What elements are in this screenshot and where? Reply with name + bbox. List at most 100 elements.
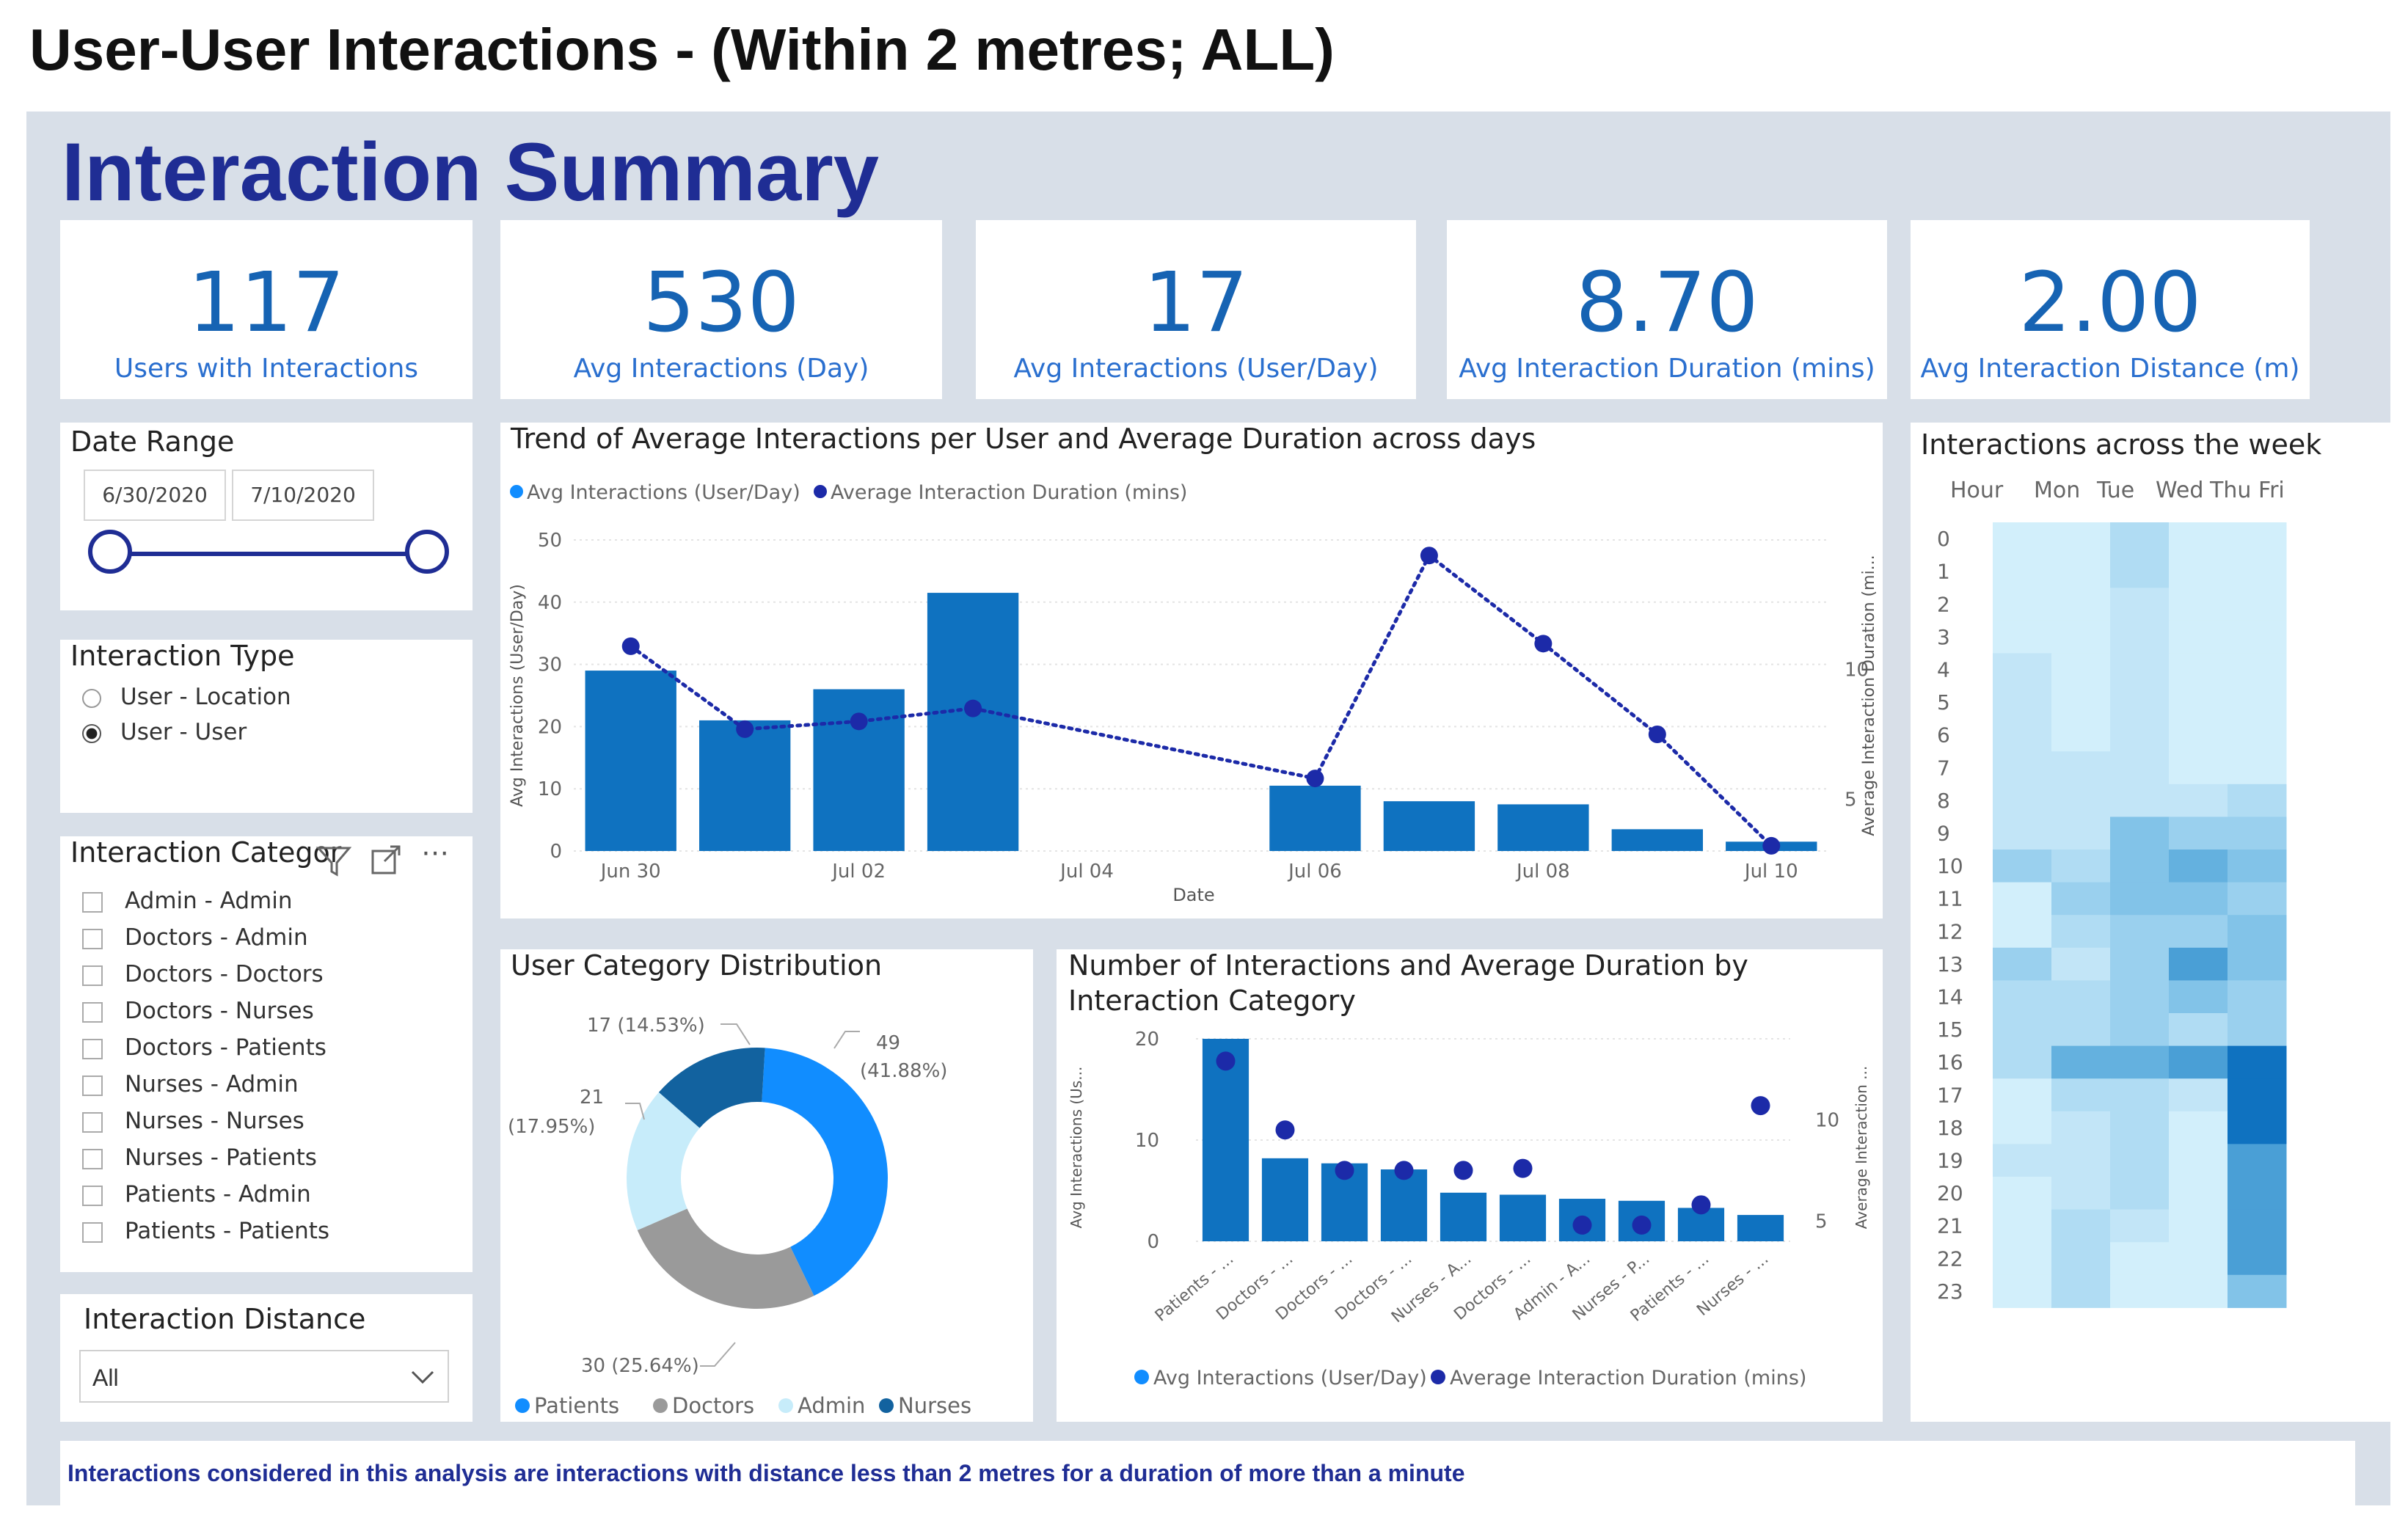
heatmap-cell	[1993, 751, 2052, 785]
category-label: Doctors - Nurses	[125, 998, 314, 1024]
heatmap-cell	[2051, 882, 2111, 916]
duration-point	[964, 699, 982, 717]
checkbox[interactable]	[82, 1221, 103, 1243]
focus-mode-icon[interactable]	[368, 844, 405, 877]
y-tick-label: 0	[1147, 1231, 1159, 1253]
heatmap-cell	[2051, 1177, 2111, 1210]
chart-title: Trend of Average Interactions per User a…	[511, 423, 1536, 455]
category-option[interactable]: Doctors - Nurses	[82, 998, 314, 1024]
x-tick-label: Jul 02	[831, 861, 886, 883]
category-option[interactable]: Nurses - Patients	[82, 1144, 317, 1171]
more-options-icon[interactable]: ⋯	[421, 838, 449, 869]
trend-bar	[585, 671, 676, 851]
slice-label: (17.95%)	[508, 1116, 595, 1138]
category-option[interactable]: Doctors - Admin	[82, 924, 308, 951]
chevron-down-icon	[411, 1370, 434, 1384]
heatmap-cell	[2169, 850, 2228, 883]
category-option[interactable]: Patients - Patients	[82, 1218, 329, 1244]
row-label: 11	[1937, 887, 1963, 911]
start-date-input[interactable]: 6/30/2020	[84, 470, 226, 521]
heatmap-cell	[2169, 653, 2228, 687]
heatmap-cell	[2169, 947, 2228, 981]
duration-point	[1453, 1161, 1473, 1180]
checkbox[interactable]	[82, 965, 103, 986]
heatmap-cell	[2110, 1177, 2170, 1210]
duration-point	[1751, 1096, 1770, 1116]
checkbox[interactable]	[82, 1038, 103, 1059]
legend-label: Patients	[534, 1393, 619, 1418]
heatmap-cell	[2228, 686, 2287, 720]
category-option[interactable]: Patients - Admin	[82, 1181, 311, 1208]
heatmap-cell	[2051, 1274, 2111, 1308]
slicer-title: Interaction Type	[70, 640, 295, 672]
heatmap-cell	[2110, 620, 2170, 654]
column-header: Tue	[2096, 478, 2134, 503]
y2-tick-label: 5	[1815, 1210, 1828, 1232]
checkbox[interactable]	[82, 1111, 103, 1133]
heatmap-cell	[2110, 784, 2170, 817]
radio-user-user[interactable]: User - User	[82, 719, 247, 745]
donut-slice	[627, 1092, 700, 1230]
interaction-distance-slicer: Interaction Distance All	[60, 1294, 473, 1422]
kpi-value: 117	[188, 255, 345, 351]
duration-point	[1306, 770, 1324, 788]
duration-point	[1275, 1120, 1295, 1140]
category-label: Nurses - Nurses	[125, 1108, 304, 1134]
duration-point	[1534, 635, 1553, 653]
row-label: 0	[1937, 527, 1950, 551]
heatmap-cell	[2051, 522, 2111, 556]
heatmap-cell	[2051, 1209, 2111, 1243]
heatmap-cell	[2169, 882, 2228, 916]
y-tick-label: 10	[1135, 1130, 1159, 1152]
heatmap-cell	[1993, 784, 2052, 817]
category-bar	[1380, 1169, 1428, 1241]
slider-start-handle[interactable]	[88, 530, 132, 574]
radio-user-location[interactable]: User - Location	[82, 684, 291, 710]
category-option[interactable]: Nurses - Nurses	[82, 1108, 304, 1134]
checkbox[interactable]	[82, 1185, 103, 1206]
category-bar	[1737, 1215, 1784, 1241]
checkbox[interactable]	[82, 928, 103, 949]
radio-button[interactable]	[82, 688, 101, 708]
slicer-title: Interaction Categor	[70, 836, 342, 869]
category-option[interactable]: Nurses - Admin	[82, 1071, 299, 1097]
heatmap-cell	[2228, 1111, 2287, 1144]
distance-dropdown[interactable]: All	[79, 1350, 449, 1403]
checkbox[interactable]	[82, 1001, 103, 1023]
slice-label: 21	[580, 1086, 604, 1109]
heatmap-cell	[2051, 1111, 2111, 1144]
duration-point	[850, 712, 868, 731]
heatmap-cell	[1993, 522, 2052, 556]
heatmap-cell	[1993, 1242, 2052, 1276]
end-date-input[interactable]: 7/10/2020	[232, 470, 374, 521]
y2-tick-label: 10	[1815, 1109, 1839, 1131]
column-header: Mon	[2034, 478, 2080, 503]
slider-end-handle[interactable]	[405, 530, 449, 574]
kpi-card-avg-interactions-day: 530 Avg Interactions (Day)	[500, 220, 942, 399]
heatmap-cell	[2051, 718, 2111, 752]
filter-icon[interactable]	[314, 842, 355, 879]
row-label: 10	[1937, 854, 1963, 878]
leader-line	[700, 1342, 736, 1367]
category-option[interactable]: Doctors - Patients	[82, 1034, 326, 1061]
heatmap-cell	[2051, 1078, 2111, 1112]
radio-button[interactable]	[82, 723, 101, 743]
duration-point	[1335, 1161, 1354, 1180]
y-tick-label: 10	[538, 778, 562, 800]
y-axis-title: Avg Interactions (User/Day)	[508, 584, 527, 807]
heatmap-cell	[2169, 555, 2228, 588]
row-label: 18	[1937, 1116, 1963, 1140]
leader-line	[720, 1023, 751, 1045]
heatmap-cell	[2110, 915, 2170, 949]
heatmap-cell	[1993, 850, 2052, 883]
checkbox[interactable]	[82, 1148, 103, 1169]
checkbox[interactable]	[82, 1075, 103, 1096]
duration-point	[621, 637, 640, 655]
heatmap-cell	[2228, 718, 2287, 752]
checkbox[interactable]	[82, 891, 103, 913]
category-option[interactable]: Admin - Admin	[82, 888, 293, 914]
heatmap-cell	[2228, 1209, 2287, 1243]
x-tick-label: Jul 08	[1515, 861, 1570, 883]
heatmap-cell	[1993, 555, 2052, 588]
category-option[interactable]: Doctors - Doctors	[82, 961, 324, 987]
